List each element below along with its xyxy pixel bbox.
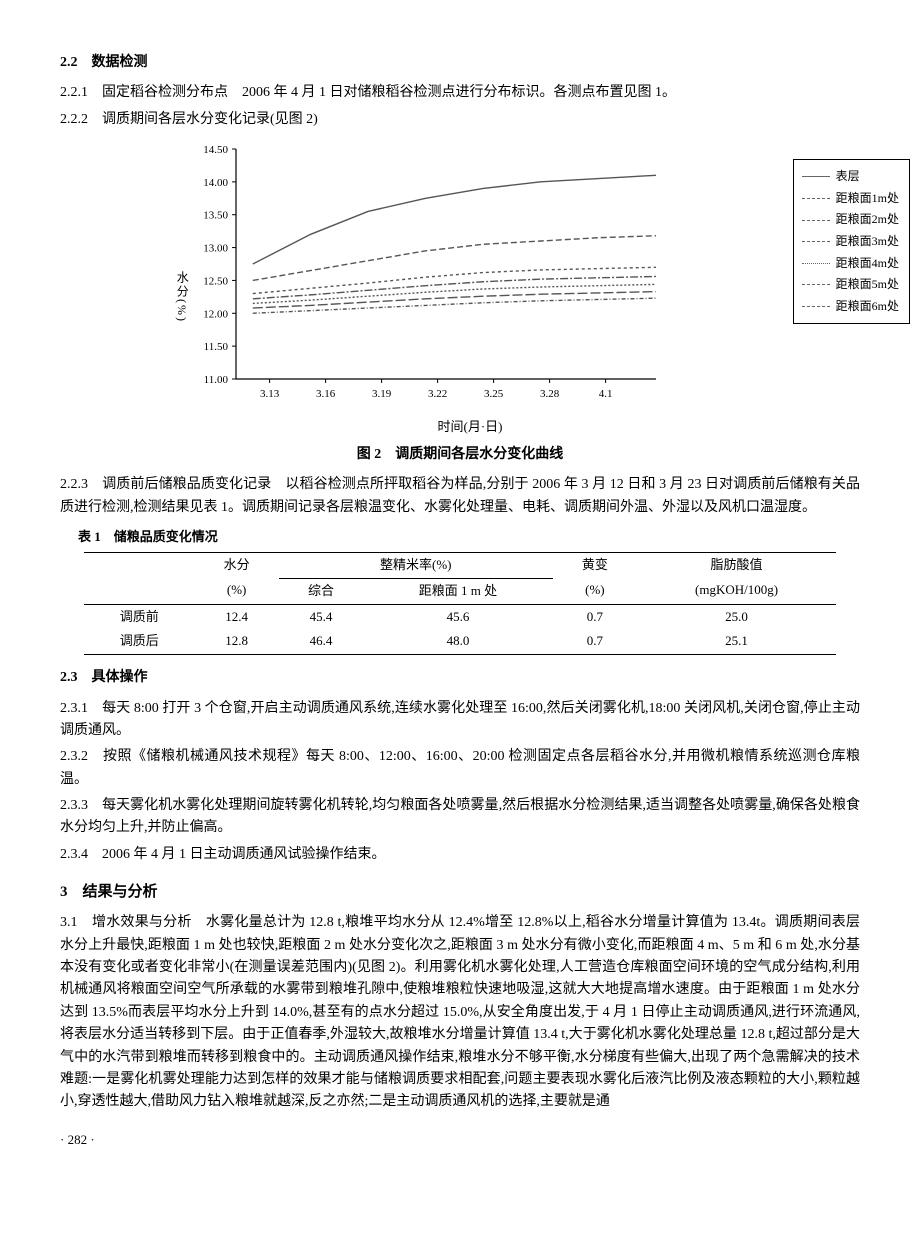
item-2-3-1: 2.3.1 每天 8:00 打开 3 个仓窗,开启主动调质通风系统,连续水雾化处… [60, 698, 860, 743]
legend-swatch [802, 306, 830, 307]
legend-item: 距粮面5m处 [802, 274, 899, 296]
item-2-2-2: 2.2.2 调质期间各层水分变化记录(见图 2) [60, 109, 860, 131]
legend-label: 表层 [836, 166, 860, 188]
chart-svg: 11.00 11.50 12.00 12.50 13.00 13.50 14.00 14.50… [190, 141, 660, 411]
row0-yellow: 0.7 [553, 604, 637, 629]
svg-text:14.00: 14.00 [203, 177, 228, 189]
svg-text:14.50: 14.50 [203, 144, 228, 156]
svg-text:3.16: 3.16 [316, 388, 336, 400]
legend-swatch [802, 284, 830, 285]
row1-whole-1m: 48.0 [363, 629, 553, 654]
item-2-3-2: 2.3.2 按照《储粮机械通风技术规程》每天 8:00、12:00、16:00、… [60, 746, 860, 791]
item-2-3-4: 2.3.4 2006 年 4 月 1 日主动调质通风试验操作结束。 [60, 844, 860, 866]
row1-whole-all: 46.4 [279, 629, 363, 654]
svg-text:3.19: 3.19 [372, 388, 392, 400]
legend-item: 距粮面6m处 [802, 296, 899, 318]
th-fat: 脂肪酸值 [637, 552, 836, 578]
chart-legend: 表层距粮面1m处距粮面2m处距粮面3m处距粮面4m处距粮面5m处距粮面6m处 [793, 159, 910, 324]
legend-swatch [802, 176, 830, 177]
row0-moisture: 12.4 [194, 604, 278, 629]
legend-label: 距粮面1m处 [836, 188, 899, 210]
legend-swatch [802, 241, 830, 242]
legend-item: 距粮面4m处 [802, 253, 899, 275]
chart-x-axis-label: 时间(月·日) [80, 417, 860, 438]
figure-2-chart: 水分(%) 11.0011.5012.0012.5013.0013.5014.0… [190, 141, 710, 411]
heading-2-3: 2.3 具体操作 [60, 667, 860, 689]
row0-whole-all: 45.4 [279, 604, 363, 629]
item-2-2-3: 2.2.3 调质前后储粮品质变化记录 以稻谷检测点所抨取稻谷为样品,分别于 20… [60, 474, 860, 519]
legend-swatch [802, 220, 830, 221]
chart-y-axis-label: 水分(%) [172, 271, 191, 323]
legend-swatch [802, 263, 830, 264]
row0-fat: 25.0 [637, 604, 836, 629]
item-2-3-3: 2.3.3 每天雾化机水雾化处理期间旋转雾化机转轮,均匀粮面各处喷雾量,然后根据… [60, 795, 860, 840]
legend-label: 距粮面6m处 [836, 296, 899, 318]
th-fat-unit: (mgKOH/100g) [637, 578, 836, 604]
row0-whole-1m: 45.6 [363, 604, 553, 629]
item-2-2-1: 2.2.1 固定稻谷检测分布点 2006 年 4 月 1 日对储粮稻谷检测点进行… [60, 82, 860, 104]
svg-text:13.00: 13.00 [203, 243, 228, 255]
heading-3: 3 结果与分析 [60, 880, 860, 904]
legend-label: 距粮面5m处 [836, 274, 899, 296]
svg-text:13.50: 13.50 [203, 210, 228, 222]
th-whole-c2: 距粮面 1 m 处 [363, 578, 553, 604]
legend-item: 距粮面2m处 [802, 209, 899, 231]
legend-item: 距粮面3m处 [802, 231, 899, 253]
th-whole-rice: 整精米率(%) [279, 552, 553, 578]
svg-text:4.1: 4.1 [599, 388, 613, 400]
legend-item: 距粮面1m处 [802, 188, 899, 210]
legend-item: 表层 [802, 166, 899, 188]
th-yellow-unit: (%) [553, 578, 637, 604]
th-moisture: 水分 [194, 552, 278, 578]
row1-label: 调质后 [84, 629, 194, 654]
legend-label: 距粮面2m处 [836, 209, 899, 231]
th-yellow: 黄变 [553, 552, 637, 578]
th-moisture-unit: (%) [194, 578, 278, 604]
row1-fat: 25.1 [637, 629, 836, 654]
para-3-1: 3.1 增水效果与分析 水雾化量总计为 12.8 t,粮堆平均水分从 12.4%… [60, 912, 860, 1114]
svg-text:3.13: 3.13 [260, 388, 280, 400]
svg-text:3.28: 3.28 [540, 388, 560, 400]
svg-text:3.22: 3.22 [428, 388, 447, 400]
figure-2-caption: 图 2 调质期间各层水分变化曲线 [60, 444, 860, 466]
row0-label: 调质前 [84, 604, 194, 629]
page-number: · 282 · [60, 1130, 860, 1151]
svg-text:12.00: 12.00 [203, 308, 228, 320]
svg-text:12.50: 12.50 [203, 276, 228, 288]
svg-text:3.25: 3.25 [484, 388, 504, 400]
table-1-caption: 表 1 储粮品质变化情况 [78, 527, 860, 548]
heading-2-2: 2.2 数据检测 [60, 52, 860, 74]
legend-swatch [802, 198, 830, 199]
svg-text:11.00: 11.00 [204, 374, 229, 386]
legend-label: 距粮面4m处 [836, 253, 899, 275]
legend-label: 距粮面3m处 [836, 231, 899, 253]
row1-yellow: 0.7 [553, 629, 637, 654]
th-whole-c1: 综合 [279, 578, 363, 604]
row1-moisture: 12.8 [194, 629, 278, 654]
svg-text:11.50: 11.50 [204, 341, 229, 353]
table-1: 水分 整精米率(%) 黄变 脂肪酸值 (%) 综合 距粮面 1 m 处 (%) … [84, 552, 836, 655]
